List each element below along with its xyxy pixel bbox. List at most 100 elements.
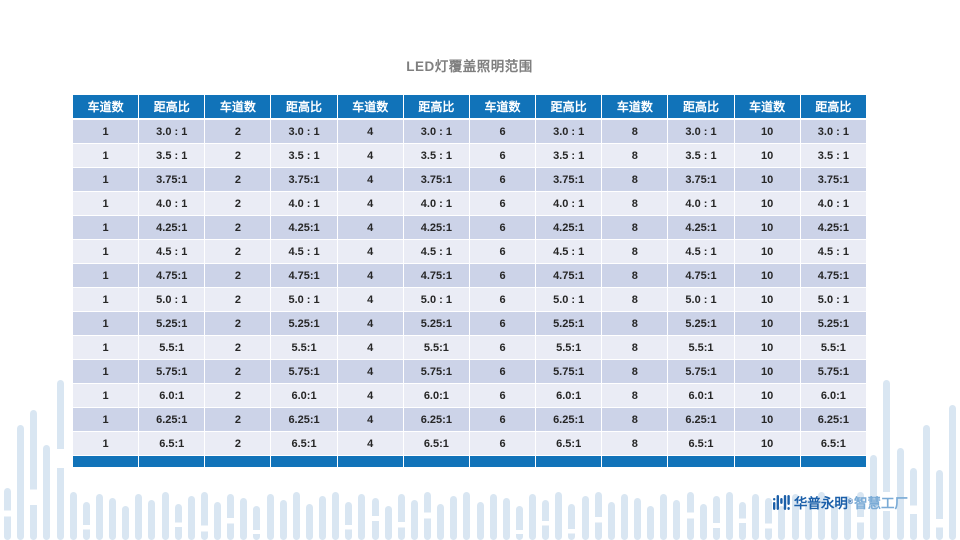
decor-bar bbox=[4, 488, 11, 540]
lane-count-cell: 1 bbox=[71, 167, 140, 192]
decor-bar bbox=[515, 506, 523, 540]
ratio-cell: 3.5 : 1 bbox=[667, 143, 735, 168]
ratio-cell: 3.75:1 bbox=[402, 167, 470, 192]
decor-bar bbox=[568, 504, 576, 540]
decor-bar bbox=[739, 502, 746, 540]
lane-count-cell: 8 bbox=[601, 143, 669, 168]
ratio-cell: 3.75:1 bbox=[535, 167, 603, 192]
ratio-cell: 4.5 : 1 bbox=[402, 239, 470, 264]
ratio-cell: 5.25:1 bbox=[535, 311, 603, 336]
col-header-ratio: 距高比 bbox=[270, 94, 338, 120]
lane-count-cell: 2 bbox=[204, 359, 272, 384]
lane-count-cell: 8 bbox=[601, 215, 669, 240]
lane-count-cell: 10 bbox=[733, 263, 801, 288]
brand-suffix: 智慧工厂 bbox=[854, 496, 908, 511]
ratio-cell: 5.5:1 bbox=[270, 335, 338, 360]
brand-name: 华普永明 bbox=[793, 496, 848, 511]
ratio-cell: 3.0 : 1 bbox=[270, 118, 338, 144]
ratio-cell: 5.5:1 bbox=[402, 335, 470, 360]
ratio-cell: 5.75:1 bbox=[138, 359, 206, 384]
lane-count-cell: 6 bbox=[468, 383, 537, 408]
ratio-cell: 5.75:1 bbox=[799, 359, 868, 384]
ratio-cell: 6.5:1 bbox=[535, 431, 603, 456]
ratio-cell: 3.75:1 bbox=[270, 167, 338, 192]
table-row: 1 5.25:1 2 5.25:1 4 5.25:1 6 5.25:1 8 5.25:1 10 5.2… bbox=[71, 311, 868, 336]
footer-bar-cell bbox=[204, 455, 272, 468]
decor-bar bbox=[161, 492, 169, 540]
table-row: 1 6.0:1 2 6.0:1 4 6.0:1 6 6.0:1 8 6.0:1 10 6.0:1 bbox=[71, 383, 868, 408]
col-header-ratio: 距高比 bbox=[402, 94, 470, 120]
lane-count-cell: 2 bbox=[204, 383, 272, 408]
lane-count-cell: 1 bbox=[71, 335, 140, 360]
ratio-cell: 5.25:1 bbox=[667, 311, 735, 336]
ratio-cell: 5.0 : 1 bbox=[138, 287, 206, 312]
decor-bar bbox=[620, 494, 628, 540]
decor-bar bbox=[909, 468, 917, 540]
ratio-cell: 6.5:1 bbox=[270, 431, 338, 456]
lane-count-cell: 6 bbox=[468, 311, 537, 336]
ratio-cell: 5.0 : 1 bbox=[535, 287, 603, 312]
decor-bar bbox=[476, 502, 484, 540]
lane-count-cell: 4 bbox=[336, 118, 404, 144]
decor-bar bbox=[319, 496, 326, 540]
ratio-cell: 4.0 : 1 bbox=[799, 191, 868, 216]
decor-bar bbox=[463, 492, 471, 540]
table-row: 1 6.5:1 2 6.5:1 4 6.5:1 6 6.5:1 8 6.5:1 10 6.5:1 bbox=[71, 431, 868, 456]
decor-bar bbox=[489, 494, 497, 540]
ratio-cell: 4.25:1 bbox=[535, 215, 603, 240]
ratio-cell: 4.5 : 1 bbox=[138, 239, 206, 264]
ratio-cell: 5.5:1 bbox=[535, 335, 603, 360]
ratio-cell: 3.5 : 1 bbox=[402, 143, 470, 168]
ratio-cell: 6.0:1 bbox=[402, 383, 470, 408]
footer-bar-cell bbox=[468, 455, 537, 468]
lane-count-cell: 4 bbox=[336, 143, 404, 168]
decor-bar bbox=[332, 492, 340, 540]
ratio-cell: 3.0 : 1 bbox=[138, 118, 206, 144]
ratio-cell: 6.5:1 bbox=[667, 431, 735, 456]
ratio-cell: 6.5:1 bbox=[799, 431, 868, 456]
ratio-cell: 6.25:1 bbox=[402, 407, 470, 432]
decor-bar bbox=[673, 500, 681, 540]
brand-logo: 华普永明 ® 智慧工厂 bbox=[772, 492, 908, 512]
lane-count-cell: 2 bbox=[204, 431, 272, 456]
lane-count-cell: 2 bbox=[204, 215, 272, 240]
lane-count-cell: 8 bbox=[601, 383, 669, 408]
decor-bar bbox=[765, 498, 773, 540]
lane-count-cell: 8 bbox=[601, 239, 669, 264]
ratio-cell: 5.25:1 bbox=[138, 311, 206, 336]
ratio-cell: 4.5 : 1 bbox=[270, 239, 338, 264]
ratio-cell: 4.0 : 1 bbox=[270, 191, 338, 216]
ratio-cell: 6.25:1 bbox=[535, 407, 603, 432]
ratio-cell: 4.5 : 1 bbox=[799, 239, 868, 264]
table-row: 1 3.0 : 1 2 3.0 : 1 4 3.0 : 1 6 3.0 : 1 8 3.0 : 1… bbox=[71, 118, 868, 144]
ratio-cell: 5.75:1 bbox=[402, 359, 470, 384]
ratio-cell: 4.5 : 1 bbox=[667, 239, 735, 264]
lane-count-cell: 6 bbox=[468, 287, 537, 312]
lane-count-cell: 6 bbox=[468, 215, 537, 240]
lane-count-cell: 10 bbox=[733, 143, 801, 168]
ratio-cell: 4.0 : 1 bbox=[535, 191, 603, 216]
decor-bar bbox=[305, 504, 313, 540]
decor-bar bbox=[634, 498, 641, 540]
lane-count-cell: 1 bbox=[71, 383, 140, 408]
ratio-cell: 4.25:1 bbox=[138, 215, 206, 240]
col-header-lane-count: 车道数 bbox=[733, 94, 801, 120]
lane-count-cell: 4 bbox=[336, 359, 404, 384]
footer-bar-cell bbox=[71, 455, 140, 468]
footer-bar-cell bbox=[138, 455, 206, 468]
lane-count-cell: 4 bbox=[336, 167, 404, 192]
lane-count-cell: 6 bbox=[468, 263, 537, 288]
lane-count-cell: 10 bbox=[733, 383, 801, 408]
lane-count-cell: 1 bbox=[71, 191, 140, 216]
decor-bar bbox=[502, 498, 510, 540]
table-row: 1 4.0 : 1 2 4.0 : 1 4 4.0 : 1 6 4.0 : 1 8 4.0 : 1… bbox=[71, 191, 868, 216]
decor-bar bbox=[227, 494, 235, 540]
decor-bar bbox=[660, 494, 668, 540]
table-row: 1 3.5 : 1 2 3.5 : 1 4 3.5 : 1 6 3.5 : 1 8 3.5 : 1… bbox=[71, 143, 868, 168]
lane-count-cell: 10 bbox=[733, 118, 801, 144]
ratio-cell: 5.0 : 1 bbox=[667, 287, 735, 312]
lane-count-cell: 2 bbox=[204, 335, 272, 360]
lane-count-cell: 6 bbox=[468, 167, 537, 192]
table-row: 1 5.75:1 2 5.75:1 4 5.75:1 6 5.75:1 8 5.75:1 10 5.7… bbox=[71, 359, 868, 384]
lane-count-cell: 10 bbox=[733, 407, 801, 432]
